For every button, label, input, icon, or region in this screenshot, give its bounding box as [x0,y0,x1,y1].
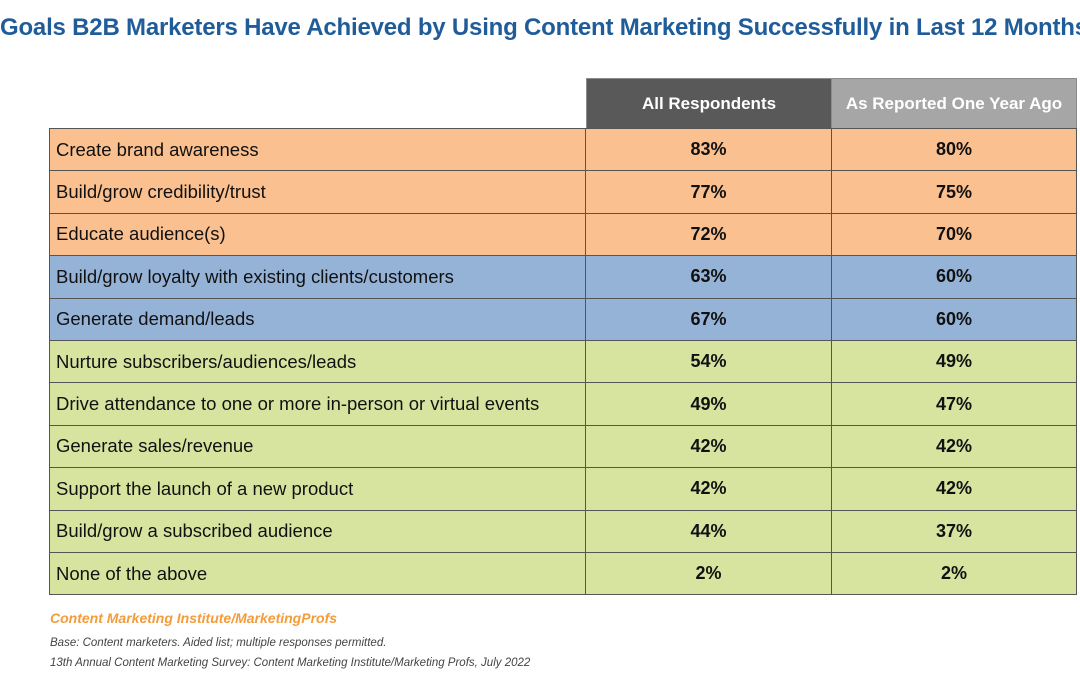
table-header: All Respondents As Reported One Year Ago [49,78,1077,128]
table-row: Nurture subscribers/audiences/leads 54% 49… [49,340,1077,384]
chart-footer: Content Marketing Institute/MarketingPro… [50,610,530,673]
row-label: None of the above [50,552,586,595]
value-all-respondents: 54% [586,340,832,383]
value-all-respondents: 77% [586,171,832,213]
value-all-respondents: 2% [586,552,832,595]
value-all-respondents: 49% [586,383,832,425]
row-label: Support the launch of a new product [50,468,586,510]
value-all-respondents: 83% [586,129,832,171]
table-row: Educate audience(s) 72% 70% [49,213,1077,257]
row-label: Generate sales/revenue [50,425,586,468]
table-row: Build/grow loyalty with existing clients… [49,256,1077,299]
column-header-one-year-ago: As Reported One Year Ago [832,78,1077,128]
column-header-all-respondents: All Respondents [586,78,832,128]
row-label: Build/grow credibility/trust [50,171,586,213]
chart-title: Goals B2B Marketers Have Achieved by Usi… [0,14,1080,41]
value-one-year-ago: 42% [935,478,973,499]
table-row: Drive attendance to one or more in-perso… [49,383,1077,426]
row-label: Create brand awareness [50,129,586,171]
value-one-year-ago: 75% [935,181,973,202]
table-row: Build/grow credibility/trust 77% 75% [49,171,1077,214]
value-one-year-ago: 42% [935,435,973,456]
value-one-year-ago: 47% [935,393,973,414]
table-row: Generate demand/leads 67% 60% [49,298,1077,341]
value-one-year-ago: 49% [935,351,973,372]
header-spacer [49,78,586,128]
value-one-year-ago: 60% [935,266,973,287]
table-row: Build/grow a subscribed audience 44% 37% [49,510,1077,553]
row-label: Build/grow a subscribed audience [50,510,586,552]
table-row: None of the above 2% 2% [49,552,1077,596]
value-all-respondents: 67% [586,298,832,340]
row-label: Drive attendance to one or more in-perso… [50,383,586,425]
row-label: Nurture subscribers/audiences/leads [50,340,586,383]
row-label: Build/grow loyalty with existing clients… [50,256,586,298]
value-all-respondents: 63% [586,256,832,298]
results-table: All Respondents As Reported One Year Ago… [49,78,1077,596]
value-all-respondents: 44% [586,510,832,552]
table-row: Create brand awareness 83% 80% [49,129,1077,172]
survey-note: 13th Annual Content Marketing Survey: Co… [50,657,531,669]
value-all-respondents: 42% [586,425,832,468]
row-label: Educate audience(s) [50,213,586,256]
value-one-year-ago: 2% [940,563,967,584]
value-all-respondents: 72% [586,213,832,256]
table-row: Support the launch of a new product 42% 42… [49,468,1077,511]
value-all-respondents: 42% [586,468,832,510]
value-one-year-ago: 80% [935,139,973,160]
row-label: Generate demand/leads [50,298,586,340]
base-note: Base: Content marketers. Aided list; mul… [50,637,387,649]
table-body: Create brand awareness 83% 80% Build/grow c… [49,128,1077,596]
source-credit: Content Marketing Institute/MarketingPro… [50,610,338,626]
table-row: Generate sales/revenue 42% 42% [49,425,1077,469]
value-one-year-ago: 70% [935,223,973,244]
value-one-year-ago: 60% [935,308,973,329]
value-one-year-ago: 37% [935,520,973,541]
